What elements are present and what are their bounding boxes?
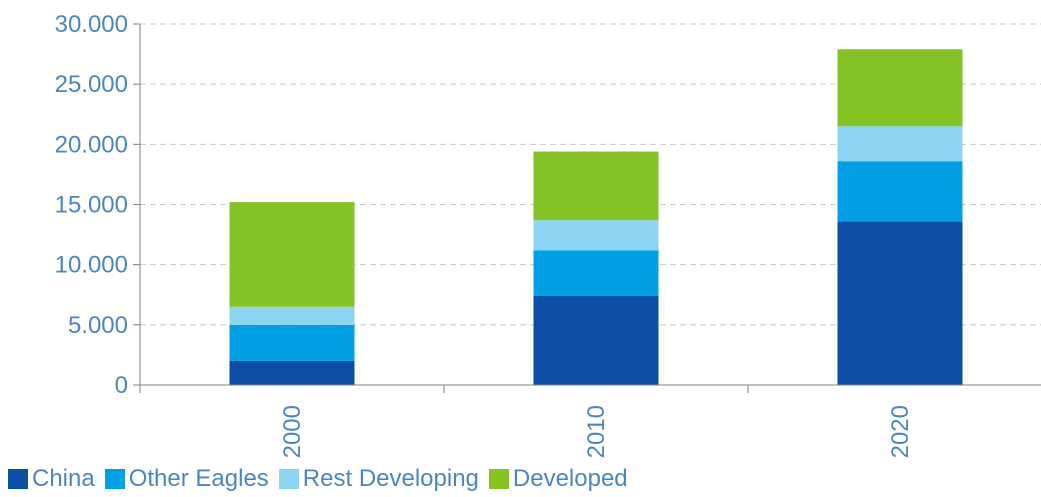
legend-item: Rest Developing <box>278 465 479 493</box>
y-tick-label: 5.000 <box>68 312 128 339</box>
x-tick-label: 2000 <box>279 405 306 458</box>
bar-developed-2010 <box>533 151 659 221</box>
legend-item: Developed <box>488 465 628 493</box>
bar-china-2010 <box>533 295 659 385</box>
y-tick-label: 25.000 <box>55 71 128 98</box>
y-tick-label: 15.000 <box>55 192 128 219</box>
x-tick-label: 2010 <box>583 405 610 458</box>
y-tick-label: 0 <box>115 372 128 399</box>
legend-swatch <box>104 469 125 489</box>
bar-china-2000 <box>229 360 355 385</box>
bar-other-eagles-2010 <box>533 250 659 296</box>
bar-china-2020 <box>837 221 963 385</box>
legend: China Other Eagles Rest Developing Develope… <box>8 464 638 494</box>
bars <box>229 49 963 385</box>
y-tick-label: 30.000 <box>55 11 128 38</box>
y-tick-labels: 0 5.000 10.000 15.000 20.000 25.000 30.000 <box>55 11 128 399</box>
bar-other-eagles-2020 <box>837 161 963 222</box>
chart: 0 5.000 10.000 15.000 20.000 25.000 30.000 200… <box>55 11 1041 458</box>
legend-swatch <box>488 469 509 489</box>
legend-label: Other Eagles <box>128 465 269 492</box>
bar-rest-developing-2010 <box>533 220 659 251</box>
legend-label: China <box>32 465 95 492</box>
legend-item: China <box>8 465 95 493</box>
legend-label: Developed <box>512 465 628 492</box>
y-tick-label: 10.000 <box>55 252 128 279</box>
x-tick-labels: 2000 2010 2020 <box>279 405 914 458</box>
x-tick-label: 2020 <box>887 405 914 458</box>
legend-label: Rest Developing <box>302 465 479 492</box>
axes <box>133 23 1041 393</box>
bar-rest-developing-2020 <box>837 126 963 162</box>
bar-other-eagles-2000 <box>229 324 355 361</box>
y-tick-label: 20.000 <box>55 131 128 158</box>
legend-swatch <box>8 469 28 489</box>
bar-developed-2000 <box>229 202 355 307</box>
legend-swatch <box>278 469 299 489</box>
bar-developed-2020 <box>837 49 963 127</box>
legend-item: Other Eagles <box>104 465 269 493</box>
bar-rest-developing-2000 <box>229 306 355 325</box>
